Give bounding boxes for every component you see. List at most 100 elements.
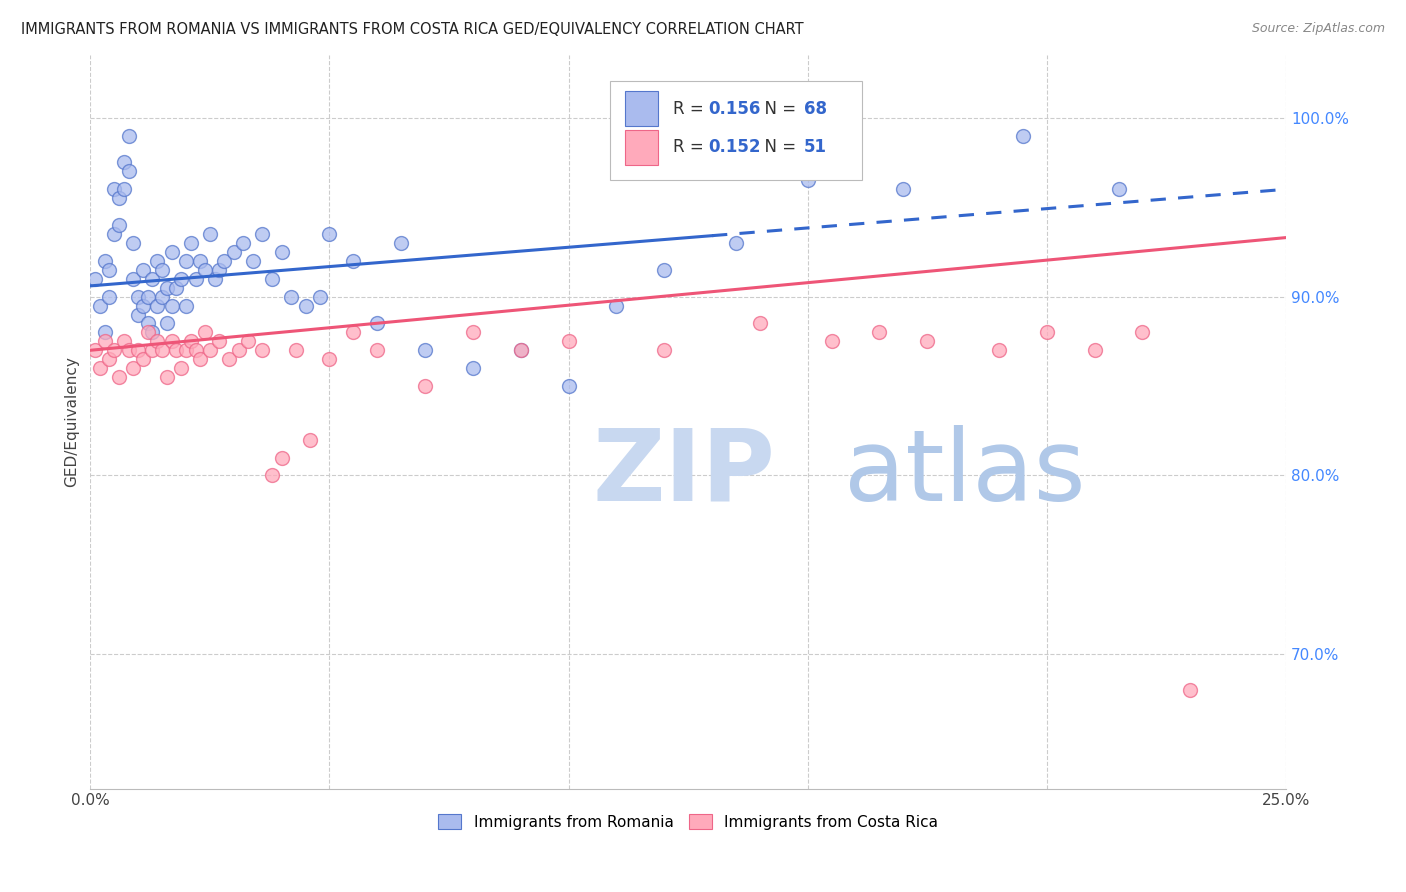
Point: [174, 343, 197, 358]
Point: [1108, 182, 1130, 196]
Point: [891, 182, 914, 196]
Point: [122, 271, 145, 285]
Point: [93, 253, 115, 268]
Point: [285, 343, 308, 358]
Point: [117, 343, 139, 358]
Point: [194, 262, 217, 277]
Point: [242, 253, 264, 268]
Point: [98, 262, 121, 277]
Point: [122, 235, 145, 250]
Text: ZIP: ZIP: [592, 425, 775, 522]
Point: [218, 352, 240, 367]
Point: [509, 343, 531, 358]
Point: [136, 317, 159, 331]
Point: [89, 299, 111, 313]
Point: [93, 334, 115, 349]
Point: [93, 326, 115, 340]
Point: [127, 290, 149, 304]
Point: [117, 128, 139, 143]
Point: [108, 191, 131, 205]
Point: [652, 343, 675, 358]
Point: [208, 334, 231, 349]
Point: [342, 326, 364, 340]
Point: [98, 290, 121, 304]
Point: [156, 281, 179, 295]
Point: [103, 182, 125, 196]
Point: [180, 334, 202, 349]
Point: [188, 253, 211, 268]
Point: [270, 244, 292, 259]
Point: [461, 361, 484, 376]
Point: [188, 352, 211, 367]
Point: [509, 343, 531, 358]
Point: [117, 164, 139, 178]
Text: R =: R =: [672, 100, 709, 118]
Point: [141, 326, 163, 340]
FancyBboxPatch shape: [624, 130, 658, 165]
Point: [260, 271, 283, 285]
Point: [270, 450, 292, 465]
Point: [820, 334, 842, 349]
Point: [98, 352, 121, 367]
Point: [232, 235, 254, 250]
Text: 68: 68: [804, 100, 827, 118]
Point: [146, 253, 169, 268]
Point: [146, 299, 169, 313]
Point: [1084, 343, 1107, 358]
Point: [212, 253, 235, 268]
Point: [252, 227, 274, 241]
Point: [366, 343, 388, 358]
Point: [112, 155, 135, 169]
Point: [150, 343, 173, 358]
Point: [170, 361, 193, 376]
Point: [389, 235, 412, 250]
Point: [309, 290, 332, 304]
Point: [174, 253, 197, 268]
Point: [236, 334, 259, 349]
Point: [557, 334, 579, 349]
Point: [112, 334, 135, 349]
Point: [136, 290, 159, 304]
Point: [260, 468, 283, 483]
Text: 51: 51: [804, 137, 827, 156]
Point: [112, 182, 135, 196]
Point: [988, 343, 1011, 358]
Point: [156, 317, 179, 331]
Text: atlas: atlas: [844, 425, 1085, 522]
Point: [204, 271, 226, 285]
Point: [605, 299, 627, 313]
Point: [146, 334, 169, 349]
Point: [252, 343, 274, 358]
Y-axis label: GED/Equivalency: GED/Equivalency: [65, 357, 79, 487]
Text: 0.156: 0.156: [709, 100, 761, 118]
Point: [748, 317, 770, 331]
Point: [413, 379, 436, 393]
Point: [280, 290, 302, 304]
Point: [1132, 326, 1154, 340]
Text: N =: N =: [754, 100, 801, 118]
Point: [132, 352, 155, 367]
Point: [299, 433, 322, 447]
Point: [170, 271, 193, 285]
Text: R =: R =: [672, 137, 709, 156]
Point: [160, 244, 183, 259]
Point: [141, 343, 163, 358]
Point: [127, 308, 149, 322]
Point: [184, 343, 207, 358]
Point: [557, 379, 579, 393]
Point: [1036, 326, 1059, 340]
Point: [127, 343, 149, 358]
Text: 0.152: 0.152: [709, 137, 761, 156]
Point: [724, 235, 747, 250]
Point: [652, 262, 675, 277]
FancyBboxPatch shape: [610, 81, 862, 180]
Point: [1012, 128, 1035, 143]
Point: [89, 361, 111, 376]
Point: [208, 262, 231, 277]
Point: [413, 343, 436, 358]
Point: [294, 299, 316, 313]
Point: [198, 227, 221, 241]
Point: [222, 244, 245, 259]
Legend: Immigrants from Romania, Immigrants from Costa Rica: Immigrants from Romania, Immigrants from…: [432, 808, 943, 836]
Point: [156, 370, 179, 384]
